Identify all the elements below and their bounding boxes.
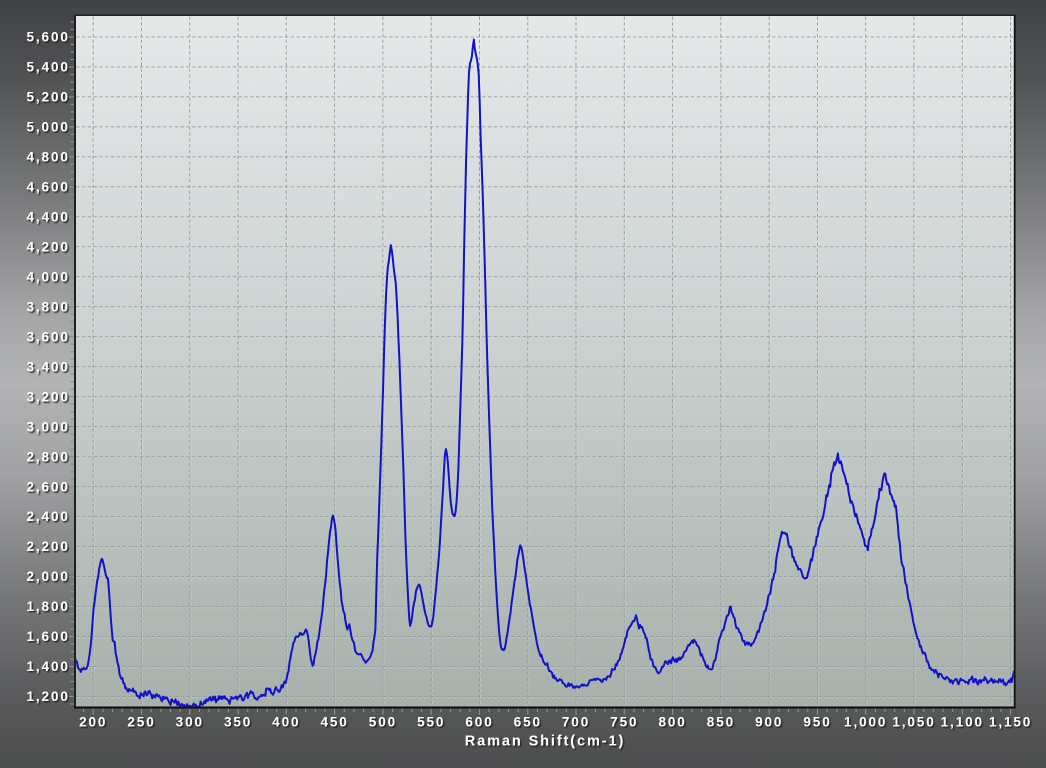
svg-text:3,000: 3,000: [27, 419, 70, 434]
svg-text:1,000: 1,000: [844, 715, 887, 730]
svg-text:2,200: 2,200: [27, 539, 70, 554]
svg-text:250: 250: [127, 715, 155, 730]
svg-text:5,200: 5,200: [27, 90, 70, 105]
svg-text:4,200: 4,200: [27, 239, 70, 254]
svg-text:2,000: 2,000: [27, 569, 70, 584]
svg-text:350: 350: [224, 715, 252, 730]
svg-text:700: 700: [562, 715, 590, 730]
svg-text:1,600: 1,600: [27, 629, 70, 644]
svg-text:2,800: 2,800: [27, 449, 70, 464]
svg-text:Raman Shift(cm-1): Raman Shift(cm-1): [465, 734, 625, 750]
svg-text:1,400: 1,400: [27, 659, 70, 674]
svg-text:4,000: 4,000: [27, 269, 70, 284]
svg-text:1,100: 1,100: [941, 715, 984, 730]
svg-text:5,400: 5,400: [27, 60, 70, 75]
svg-text:1,150: 1,150: [989, 715, 1032, 730]
svg-text:750: 750: [610, 715, 638, 730]
svg-text:4,400: 4,400: [27, 210, 70, 225]
svg-text:450: 450: [320, 715, 348, 730]
svg-text:4,800: 4,800: [27, 150, 70, 165]
svg-text:1,800: 1,800: [27, 599, 70, 614]
svg-text:3,400: 3,400: [27, 359, 70, 374]
svg-text:950: 950: [803, 715, 831, 730]
svg-text:550: 550: [417, 715, 445, 730]
svg-text:3,200: 3,200: [27, 389, 70, 404]
svg-text:200: 200: [79, 715, 107, 730]
svg-text:400: 400: [272, 715, 300, 730]
svg-text:1,050: 1,050: [892, 715, 935, 730]
svg-text:3,600: 3,600: [27, 329, 70, 344]
svg-text:5,000: 5,000: [27, 120, 70, 135]
svg-text:2,600: 2,600: [27, 479, 70, 494]
svg-text:2,400: 2,400: [27, 509, 70, 524]
svg-text:1,200: 1,200: [27, 689, 70, 704]
svg-text:500: 500: [369, 715, 397, 730]
svg-text:300: 300: [176, 715, 204, 730]
svg-text:800: 800: [658, 715, 686, 730]
svg-text:850: 850: [707, 715, 735, 730]
svg-text:3,800: 3,800: [27, 299, 70, 314]
svg-text:5,600: 5,600: [27, 30, 70, 45]
svg-text:600: 600: [465, 715, 493, 730]
svg-text:650: 650: [514, 715, 542, 730]
svg-text:4,600: 4,600: [27, 180, 70, 195]
svg-text:900: 900: [755, 715, 783, 730]
